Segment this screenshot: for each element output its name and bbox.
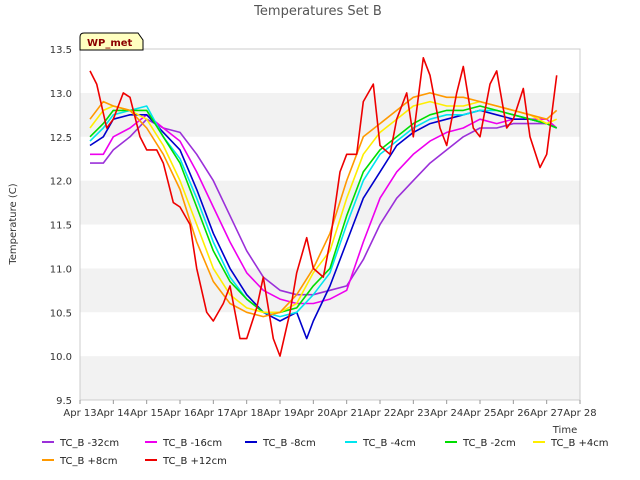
legend-label: TC_B -16cm — [162, 438, 222, 449]
x-tick-label: Apr 24 — [430, 408, 463, 419]
x-tick-label: Apr 16 — [163, 408, 196, 419]
legend-label: TC_B +12cm — [162, 456, 227, 467]
station-badge-label: WP_met — [87, 38, 133, 49]
grid-bands — [80, 49, 580, 400]
y-tick-label: 13.5 — [50, 45, 72, 56]
series-line — [89, 57, 558, 357]
x-tick-label: Apr 17 — [197, 408, 230, 419]
y-axis-label: Temperature (C) — [8, 183, 19, 265]
y-tick-label: 12.0 — [50, 177, 72, 188]
x-tick-label: Apr 23 — [397, 408, 430, 419]
x-tick-label: Apr 21 — [330, 408, 363, 419]
y-tick-label: 10.5 — [50, 308, 72, 319]
plot-frame — [79, 48, 581, 401]
grid-band — [80, 49, 580, 93]
series-line — [89, 105, 558, 314]
y-axis: 9.5 10.0 10.5 11.0 11.5 12.0 12.5 13.0 13.5 — [50, 45, 72, 407]
legend-label: TC_B -2cm — [462, 438, 516, 449]
y-tick-label: 12.5 — [50, 133, 72, 144]
legend-label: TC_B -4cm — [362, 438, 416, 449]
x-tick-label: Apr 27 — [530, 408, 563, 419]
y-tick-label: 11.0 — [50, 264, 72, 275]
y-tick-label: 10.0 — [50, 352, 72, 363]
grid-band — [80, 136, 580, 181]
x-tick-label: Apr 15 — [130, 408, 163, 419]
series-lines — [89, 57, 558, 357]
chart-title: Temperatures Set B — [253, 4, 382, 19]
legend: TC_B -32cm TC_B -16cm TC_B -8cm TC_B -4cm TC… — [42, 438, 609, 467]
legend-label: TC_B +8cm — [59, 456, 118, 467]
y-tick-label: 11.5 — [50, 221, 72, 232]
station-badge: WP_met — [79, 32, 144, 51]
series-line — [89, 92, 558, 318]
x-tick-label: Apr 26 — [497, 408, 530, 419]
y-tick-label: 9.5 — [56, 396, 72, 407]
x-tick-label: Apr 19 — [263, 408, 296, 419]
grid-band — [80, 180, 580, 225]
x-tick-label: Apr 18 — [230, 408, 263, 419]
x-tick-label: Apr 14 — [97, 408, 130, 419]
x-tick-label: Apr 28 — [563, 408, 596, 419]
legend-label: TC_B -32cm — [59, 438, 119, 449]
legend-label: TC_B +4cm — [550, 438, 609, 449]
x-tick-label: Apr 25 — [463, 408, 496, 419]
y-tick-label: 13.0 — [50, 89, 72, 100]
grid-band — [80, 356, 580, 400]
x-axis: Apr 13 Apr 14 Apr 15 Apr 16 Apr 17 Apr 18 Apr … — [63, 400, 597, 419]
x-tick-label: Apr 22 — [363, 408, 396, 419]
x-tick-label: Apr 20 — [297, 408, 330, 419]
legend-label: TC_B -8cm — [262, 438, 316, 449]
grid-band — [80, 312, 580, 357]
x-axis-label: Time — [552, 425, 577, 436]
x-tick-label: Apr 13 — [63, 408, 96, 419]
